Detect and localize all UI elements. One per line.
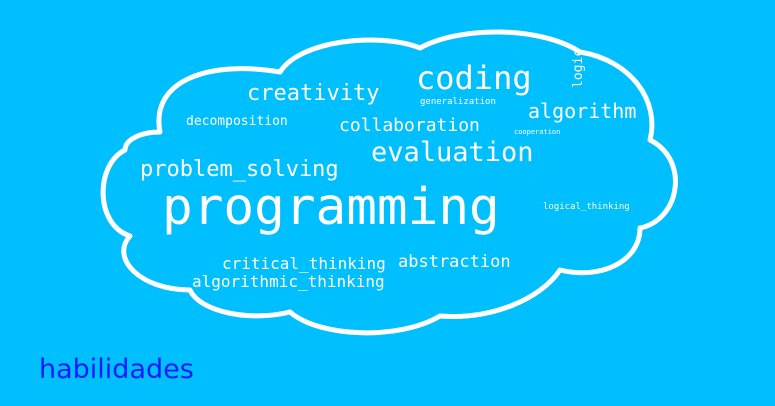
word-collaboration: collaboration (339, 115, 480, 136)
cloud-outline (100, 29, 678, 336)
word-coding: coding (416, 59, 532, 97)
word-abstraction: abstraction (398, 252, 511, 272)
word-problem-solving: problem_solving (140, 157, 339, 182)
word-algorithm: algorithm (528, 99, 637, 123)
word-algorithmic-thinking: algorithmic_thinking (192, 272, 385, 291)
word-logical-thinking: logical_thinking (543, 202, 630, 212)
caption: habilidades (39, 354, 194, 385)
word-evaluation: evaluation (371, 137, 534, 168)
word-creativity: creativity (247, 81, 380, 106)
word-logic: logic (571, 48, 586, 88)
word-decomposition: decomposition (186, 114, 288, 129)
word-generalization: generalization (420, 97, 496, 107)
word-cooperation: cooperation (514, 128, 561, 136)
word-critical-thinking: critical_thinking (222, 254, 386, 273)
word-programming: programming (162, 178, 500, 237)
